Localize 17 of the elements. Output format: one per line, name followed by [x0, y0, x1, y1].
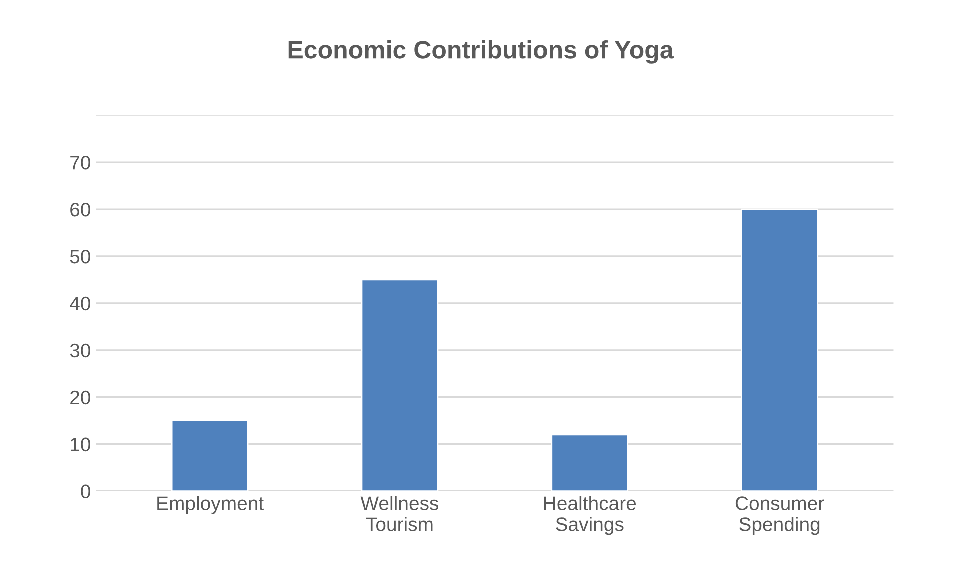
y-tick-label: 30 — [70, 344, 90, 358]
x-tick-label: Healthcare Savings — [544, 496, 636, 536]
y-tick-label: 0 — [81, 484, 90, 499]
x-tick-label: Wellness Tourism — [360, 496, 439, 532]
bar — [171, 420, 249, 492]
y-tick-label: 10 — [71, 438, 90, 452]
y-tick-label: 70 — [70, 156, 90, 170]
bar — [551, 434, 629, 492]
bar — [361, 279, 439, 492]
y-tick-label: 60 — [70, 202, 90, 217]
chart-title: Economic Contributions of Yoga — [288, 40, 674, 64]
y-tick-label: 40 — [70, 296, 90, 311]
y-tick-label: 20 — [70, 390, 90, 405]
bar — [741, 208, 818, 492]
x-tick-label: Consumer Spending — [736, 496, 824, 536]
x-tick-label: Employment — [158, 496, 264, 514]
y-tick-label: 50 — [70, 250, 90, 264]
